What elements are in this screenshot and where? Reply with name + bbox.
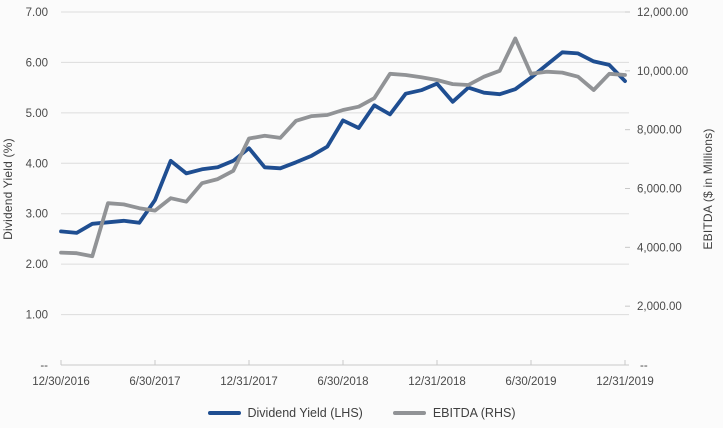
right-axis-title: EBITDA ($ in Millions) — [701, 128, 715, 250]
y-axis-label-right: 4,000.00 — [637, 242, 682, 254]
x-axis-label: 12/30/2016 — [32, 376, 90, 388]
x-axis-label: 12/31/2019 — [596, 376, 654, 388]
y-axis-label-right: 12,000.00 — [637, 7, 688, 19]
ebitda-line — [59, 36, 627, 259]
y-axis-label-left: 4.00 — [26, 158, 48, 170]
y-axis-label-left: 3.00 — [26, 209, 48, 221]
dividend-yield-legend-label: Dividend Yield (LHS) — [247, 406, 363, 420]
x-axis-label: 6/30/2018 — [317, 376, 368, 388]
ebitda-line-swatch — [392, 411, 426, 415]
y-axis-label-left: 5.00 — [26, 108, 48, 120]
y-axis-label-left: 6.00 — [26, 57, 48, 69]
x-axis-label: 6/30/2017 — [129, 376, 180, 388]
y-axis-label-right: 8,000.00 — [637, 125, 682, 137]
y-axis-zero-label-right: -- — [640, 360, 648, 372]
left-axis-title: Dividend Yield (%) — [1, 138, 15, 240]
y-axis-label-left: 7.00 — [26, 7, 48, 19]
y-axis-label-left: 2.00 — [26, 259, 48, 271]
legend-item-dividend-yield: Dividend Yield (LHS) — [207, 406, 363, 420]
x-axis-label: 12/31/2017 — [220, 376, 278, 388]
legend-item-ebitda: EBITDA (RHS) — [392, 406, 516, 420]
y-axis-label-right: 6,000.00 — [637, 184, 682, 196]
legend: Dividend Yield (LHS) EBITDA (RHS) — [0, 403, 723, 423]
y-axis-zero-label-left: -- — [40, 360, 48, 372]
x-axis-label: 6/30/2019 — [505, 376, 556, 388]
y-axis-label-right: 10,000.00 — [637, 66, 688, 78]
y-axis-label-right: 2,000.00 — [637, 301, 682, 313]
ebitda-legend-label: EBITDA (RHS) — [432, 406, 516, 420]
y-axis-label-left: 1.00 — [26, 310, 48, 322]
dividend-yield-line-swatch — [207, 411, 241, 415]
dividend-yield-line — [59, 50, 627, 235]
x-axis-label: 12/31/2018 — [408, 376, 466, 388]
